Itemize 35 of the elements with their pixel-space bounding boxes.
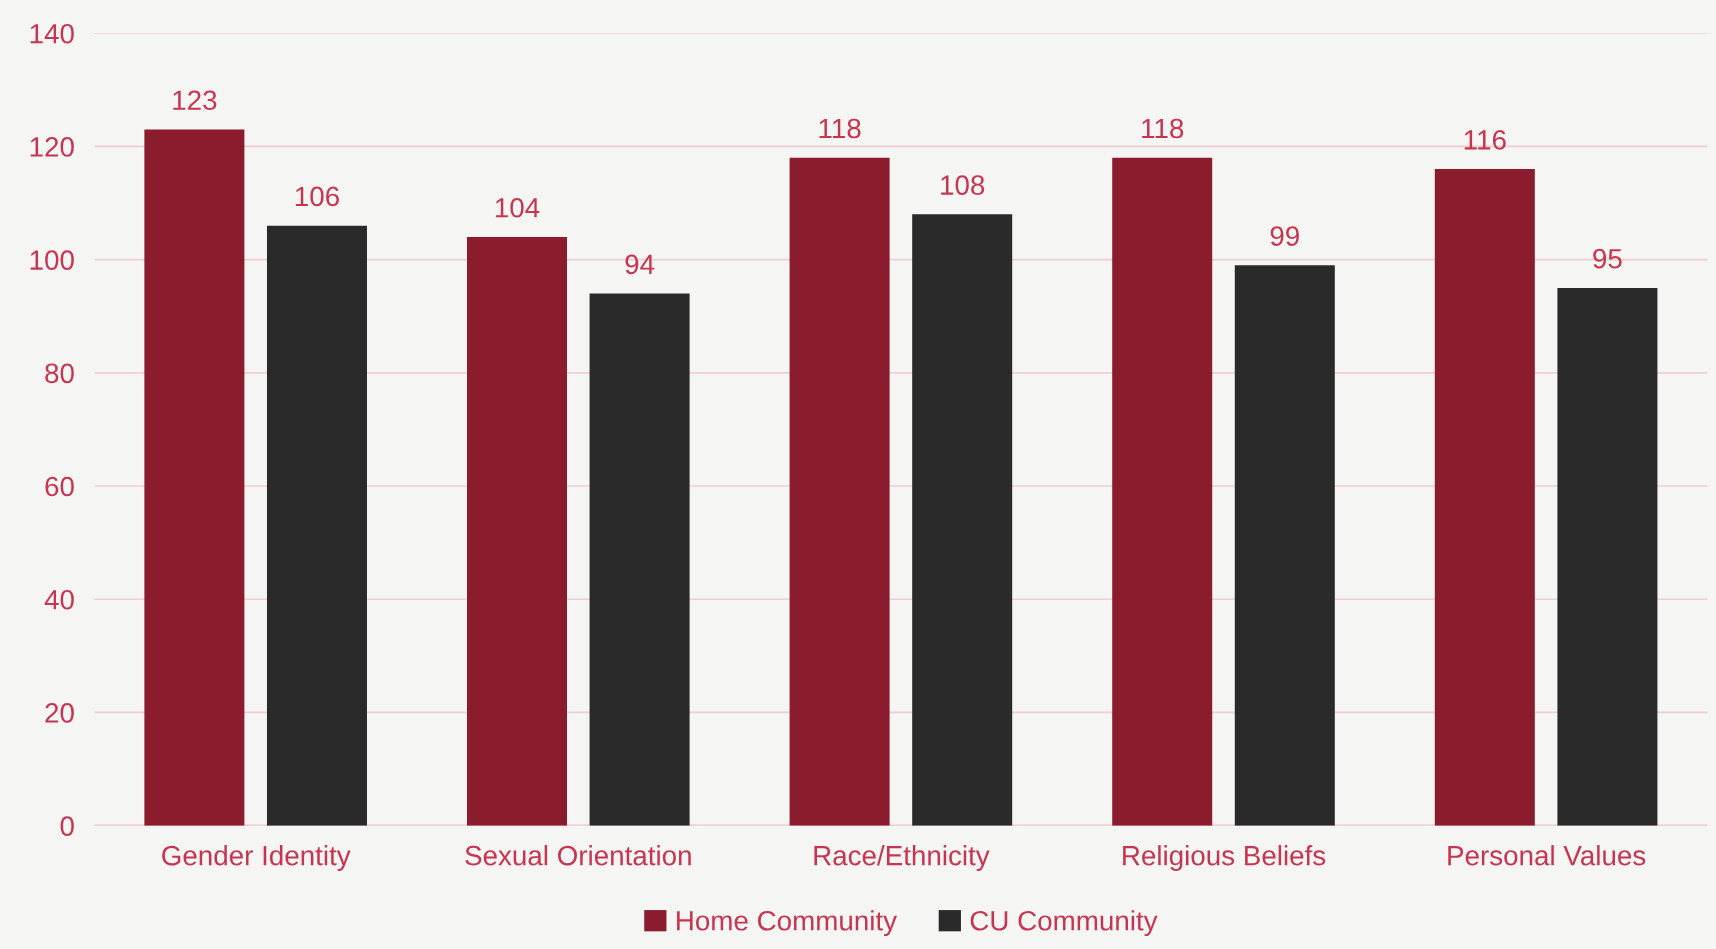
bar <box>144 129 245 826</box>
y-tick-label: 120 <box>30 137 74 157</box>
y-tick-label: 40 <box>44 589 74 610</box>
data-label: 116 <box>1464 130 1506 150</box>
bar <box>1112 157 1213 826</box>
data-label: 104 <box>495 197 540 218</box>
x-tick-label: Gender Identity <box>162 845 351 871</box>
bar <box>589 293 690 826</box>
bar <box>912 214 1013 826</box>
y-tick-label: 100 <box>30 250 74 270</box>
y-tick-label: 140 <box>30 23 74 44</box>
data-label: 118 <box>819 118 861 139</box>
data-label: 99 <box>1270 226 1299 246</box>
x-tick-label: Religious Beliefs <box>1123 845 1326 871</box>
bar <box>1234 265 1335 826</box>
y-tick-label: 80 <box>45 363 74 384</box>
bar <box>266 225 367 826</box>
bar <box>1434 169 1535 826</box>
x-tick-label: Personal Values <box>1448 845 1646 866</box>
y-tick-label: 20 <box>45 703 74 723</box>
bar <box>466 236 567 826</box>
data-label: 108 <box>941 175 985 195</box>
bar <box>1557 287 1658 826</box>
x-tick-label: Race/Ethnicity <box>814 845 990 871</box>
bar <box>789 157 890 826</box>
data-label: 95 <box>1593 248 1622 269</box>
data-label: 106 <box>295 186 339 207</box>
legend-label: CU Community <box>970 910 1158 937</box>
data-label: 94 <box>625 254 655 275</box>
y-tick-label: 0 <box>60 816 74 836</box>
data-label: 118 <box>1142 118 1184 139</box>
x-tick-label: Sexual Orientation <box>465 845 691 866</box>
y-tick-label: 60 <box>45 476 74 497</box>
legend-label: Home Community <box>677 910 898 937</box>
data-label: 123 <box>173 90 217 111</box>
